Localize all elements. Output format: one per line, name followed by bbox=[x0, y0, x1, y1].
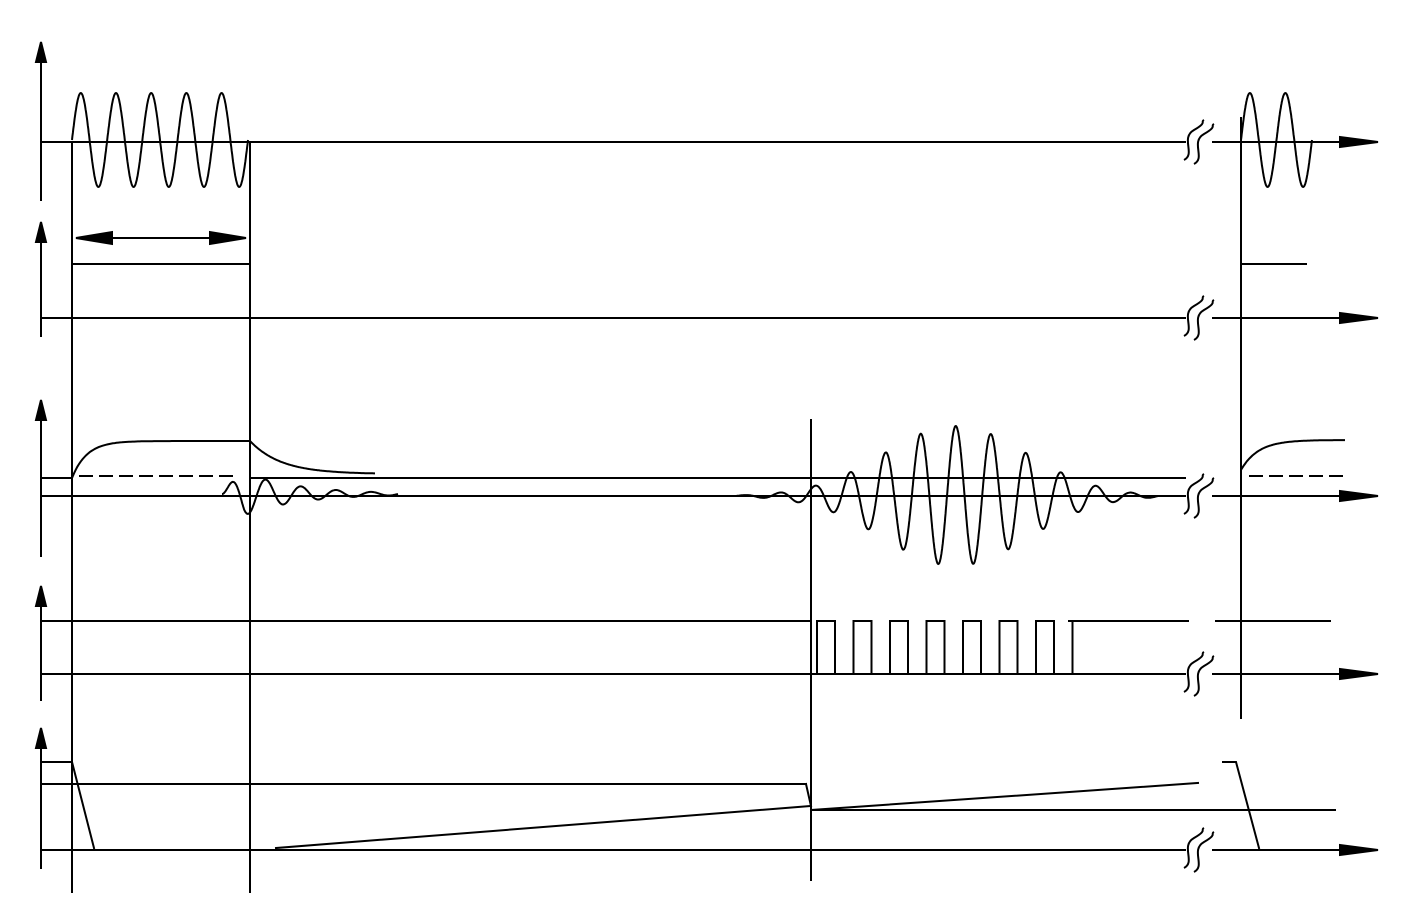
up-arrow-icon bbox=[34, 399, 48, 421]
double-arrow-icon bbox=[209, 230, 247, 246]
receive-envelope-rise-right bbox=[1241, 440, 1345, 470]
diagram-glyphs bbox=[34, 41, 1379, 872]
axis-break-icon bbox=[1184, 652, 1214, 696]
double-arrow-icon bbox=[75, 230, 113, 246]
ramp-rise-2 bbox=[811, 783, 1198, 810]
diagram-static-lines bbox=[41, 52, 1345, 892]
ramp-step-down bbox=[806, 784, 811, 806]
receive-ringdown bbox=[222, 480, 398, 514]
diagram-waveforms bbox=[72, 93, 1345, 674]
up-arrow-icon bbox=[34, 221, 48, 243]
up-arrow-icon bbox=[34, 41, 48, 63]
axis-break-icon bbox=[1184, 120, 1214, 164]
comparator-pulse-train bbox=[811, 621, 1073, 674]
receive-echo-burst bbox=[736, 426, 1158, 564]
ramp-initial-drop bbox=[41, 762, 94, 848]
transmit-burst-wave-right bbox=[1241, 93, 1312, 187]
receive-envelope-decay bbox=[250, 441, 375, 473]
up-arrow-icon bbox=[34, 727, 48, 749]
transmit-burst-wave bbox=[72, 93, 248, 187]
axis-break-icon bbox=[1184, 828, 1214, 872]
ramp-rise-1 bbox=[276, 806, 811, 848]
axis-break-icon bbox=[1184, 296, 1214, 340]
receive-envelope-rise bbox=[72, 441, 250, 478]
up-arrow-icon bbox=[34, 585, 48, 607]
ramp-reset bbox=[1223, 762, 1259, 848]
axis-break-icon bbox=[1184, 474, 1214, 518]
